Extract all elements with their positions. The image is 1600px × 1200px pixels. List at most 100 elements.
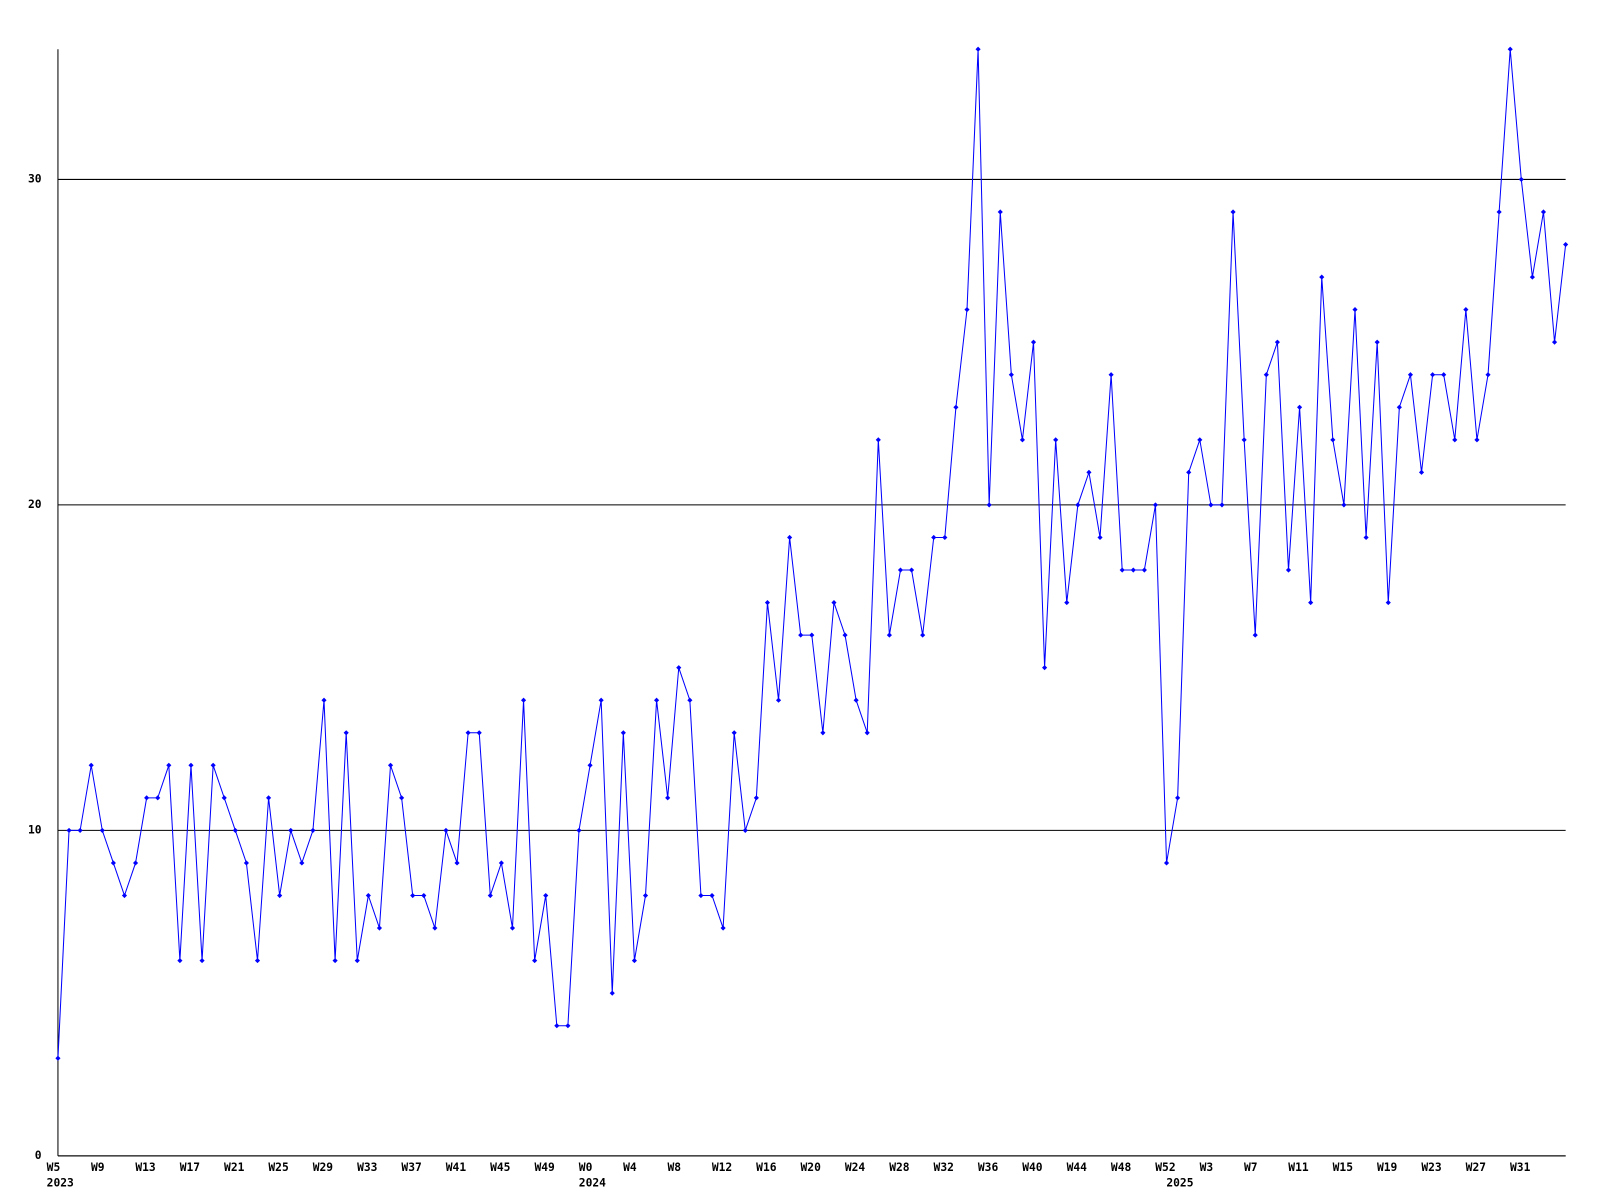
x-tick-label: W8: [667, 1161, 681, 1174]
y-tick-label: 20: [28, 498, 42, 511]
x-tick-label: W45: [490, 1161, 511, 1174]
x-tick-label: W11: [1288, 1161, 1309, 1174]
point-marker: [454, 860, 460, 866]
x-tick-label: W4: [623, 1161, 637, 1174]
point-marker: [1053, 437, 1059, 443]
series-line: [57, 49, 1567, 1059]
point-marker: [576, 827, 582, 833]
y-tick-label: 0: [35, 1149, 42, 1162]
point-marker: [864, 730, 870, 736]
point-marker: [177, 958, 183, 964]
x-tick-label: W20: [801, 1161, 822, 1174]
point-marker: [1474, 437, 1480, 443]
point-marker: [1119, 567, 1125, 573]
point-marker: [299, 860, 305, 866]
x-tick-label: W7: [1244, 1161, 1258, 1174]
point-marker: [942, 534, 948, 541]
point-marker: [1075, 502, 1081, 508]
point-marker: [277, 892, 283, 899]
point-marker: [254, 958, 261, 964]
point-marker: [897, 567, 904, 573]
x-tick-label: W16: [756, 1161, 777, 1174]
x-tick-label: W15: [1333, 1161, 1354, 1174]
point-marker: [166, 762, 172, 768]
y-tick-label: 30: [28, 172, 42, 185]
x-tick-label: W23: [1421, 1161, 1442, 1174]
point-marker: [399, 795, 405, 801]
point-marker: [1252, 632, 1258, 638]
point-marker: [1441, 372, 1447, 378]
point-marker: [121, 892, 128, 899]
point-marker: [831, 600, 837, 606]
y-tick-label: 10: [28, 823, 42, 836]
point-marker: [1175, 795, 1181, 801]
point-marker: [498, 860, 504, 866]
point-marker: [543, 892, 549, 899]
point-marker: [1529, 274, 1535, 280]
point-marker: [775, 697, 782, 703]
point-marker: [1563, 241, 1569, 248]
point-marker: [1540, 209, 1547, 215]
point-marker: [1418, 469, 1425, 475]
point-marker: [365, 892, 371, 899]
year-label: 2023: [47, 1177, 74, 1190]
point-marker: [410, 892, 416, 899]
point-marker: [232, 827, 238, 833]
point-marker: [1319, 274, 1325, 280]
point-marker: [1130, 567, 1136, 573]
x-tick-label: W25: [268, 1161, 289, 1174]
point-marker: [509, 925, 516, 931]
point-marker: [343, 730, 349, 736]
point-marker: [1297, 404, 1303, 410]
point-marker: [554, 1023, 560, 1029]
point-marker: [1374, 339, 1380, 345]
point-marker: [1019, 437, 1025, 443]
point-marker: [931, 534, 937, 541]
x-tick-label: W48: [1111, 1161, 1132, 1174]
point-marker: [1219, 502, 1225, 508]
point-marker: [964, 307, 970, 313]
point-marker: [332, 958, 338, 964]
x-tick-label: W40: [1022, 1161, 1043, 1174]
point-marker: [243, 860, 249, 866]
point-marker: [110, 860, 116, 866]
point-marker: [1308, 600, 1314, 606]
point-marker: [654, 697, 660, 703]
x-tick-label: W21: [224, 1161, 245, 1174]
point-marker: [1064, 600, 1070, 606]
point-marker: [1086, 469, 1092, 475]
point-marker: [886, 632, 892, 638]
point-marker: [266, 795, 272, 801]
point-marker: [997, 209, 1003, 215]
point-marker: [1385, 600, 1391, 606]
point-marker: [1042, 665, 1048, 671]
point-marker: [565, 1023, 571, 1029]
point-marker: [476, 730, 482, 736]
point-marker: [986, 502, 992, 508]
x-tick-label: W41: [446, 1161, 467, 1174]
point-marker: [132, 860, 139, 866]
x-tick-label: W17: [180, 1161, 200, 1174]
point-marker: [1507, 46, 1513, 52]
point-marker: [1097, 534, 1103, 541]
point-marker: [698, 892, 704, 899]
point-marker: [1551, 339, 1558, 345]
point-marker: [1363, 534, 1369, 541]
point-marker: [1352, 307, 1358, 313]
point-marker: [387, 762, 394, 768]
point-marker: [820, 730, 826, 736]
point-marker: [1141, 567, 1147, 573]
x-tick-label: W52: [1155, 1161, 1175, 1174]
point-marker: [188, 762, 194, 768]
point-marker: [310, 827, 316, 833]
point-marker: [1430, 372, 1436, 378]
point-marker: [1208, 502, 1214, 508]
point-marker: [199, 958, 205, 964]
x-tick-label: W29: [313, 1161, 334, 1174]
point-marker: [1186, 469, 1192, 475]
point-marker: [1396, 404, 1402, 410]
point-marker: [709, 892, 715, 899]
point-marker: [587, 762, 593, 768]
x-tick-label: W44: [1067, 1161, 1088, 1174]
